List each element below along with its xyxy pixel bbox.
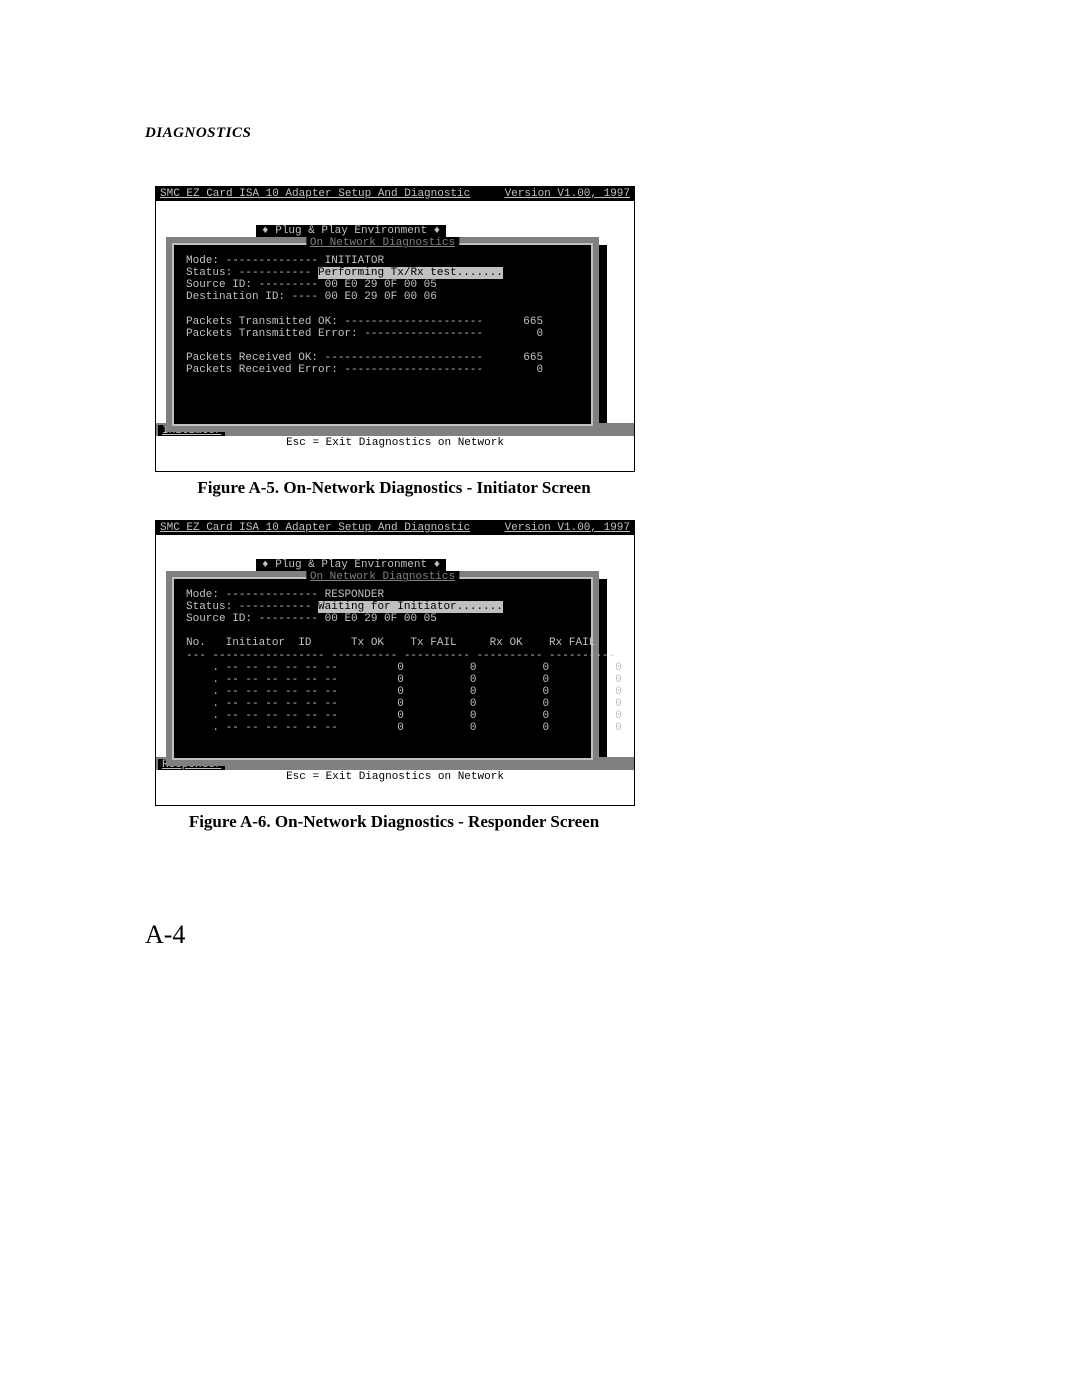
dest-id-label: Destination ID: ----: [186, 291, 318, 303]
mode-label: Mode: --------------: [186, 589, 318, 601]
diagnostics-panel: On Network Diagnostics Mode: -----------…: [172, 243, 593, 426]
mode-label: Mode: --------------: [186, 255, 318, 267]
panel-frame: On Network Diagnostics Mode: -----------…: [166, 571, 599, 766]
menu-tab[interactable]: ♦ Plug & Play Environment ♦: [256, 559, 446, 571]
tx-ok-label: Packets Transmitted OK: ----------------…: [186, 316, 483, 328]
app-body: ♦ Plug & Play Environment ♦ On Network D…: [156, 201, 634, 453]
app-titlebar: SMC EZ Card ISA 10 Adapter Setup And Dia…: [156, 521, 634, 535]
status-label: Status: -----------: [186, 267, 311, 279]
status-value: Performing Tx/Rx test.......: [318, 267, 503, 279]
panel-title: On Network Diagnostics: [306, 237, 459, 249]
app-version: Version V1.00, 1997: [505, 522, 630, 534]
status-label: Status: -----------: [186, 601, 311, 613]
app-body: ♦ Plug & Play Environment ♦ On Network D…: [156, 535, 634, 787]
mode-value: RESPONDER: [325, 589, 384, 601]
menu-tab-label: Plug & Play Environment: [275, 559, 427, 571]
table-row: . -- -- -- -- -- -- 0 0 0 0: [186, 686, 579, 698]
panel-title: On Network Diagnostics: [306, 571, 459, 583]
table-row: . -- -- -- -- -- -- 0 0 0 0: [186, 674, 579, 686]
panel-content: Mode: -------------- RESPONDER Status: -…: [174, 579, 591, 738]
rx-err-value: 0: [483, 364, 543, 376]
table-row: . -- -- -- -- -- -- 0 0 0 0: [186, 710, 579, 722]
panel-content: Mode: -------------- INITIATOR Status: -…: [174, 245, 591, 380]
figure-caption: Figure A-6. On-Network Diagnostics - Res…: [155, 812, 633, 832]
app-version: Version V1.00, 1997: [505, 188, 630, 200]
table-row: . -- -- -- -- -- -- 0 0 0 0: [186, 662, 579, 674]
panel-frame: On Network Diagnostics Mode: -----------…: [166, 237, 599, 432]
app-title: SMC EZ Card ISA 10 Adapter Setup And Dia…: [160, 522, 505, 534]
table-header: No. Initiator ID Tx OK Tx FAIL Rx OK Rx …: [186, 637, 579, 649]
diamond-icon: ♦: [434, 559, 441, 571]
figure-caption: Figure A-5. On-Network Diagnostics - Ini…: [155, 478, 633, 498]
diagnostics-panel: On Network Diagnostics Mode: -----------…: [172, 577, 593, 760]
tx-err-label: Packets Transmitted Error: -------------…: [186, 328, 483, 340]
source-id-value: 00 E0 29 0F 00 05: [325, 613, 437, 625]
table-separator: --- ----------------- ---------- -------…: [186, 650, 579, 662]
table-row: . -- -- -- -- -- -- 0 0 0 0: [186, 698, 579, 710]
rx-ok-value: 665: [483, 352, 543, 364]
dest-id-value: 00 E0 29 0F 00 06: [325, 291, 437, 303]
esc-hint: Esc = Exit Diagnostics on Network: [156, 436, 634, 453]
tx-ok-value: 665: [483, 316, 543, 328]
rx-err-label: Packets Received Error: ----------------…: [186, 364, 483, 376]
document-page: DIAGNOSTICS SMC EZ Card ISA 10 Adapter S…: [0, 0, 1080, 1397]
panel-shadow: [599, 245, 607, 440]
app-titlebar: SMC EZ Card ISA 10 Adapter Setup And Dia…: [156, 187, 634, 201]
section-header: DIAGNOSTICS: [145, 125, 251, 142]
esc-hint: Esc = Exit Diagnostics on Network: [156, 770, 634, 787]
mode-value: INITIATOR: [325, 255, 384, 267]
source-id-value: 00 E0 29 0F 00 05: [325, 279, 437, 291]
menu-tab-label: Plug & Play Environment: [275, 225, 427, 237]
status-value: Waiting for Initiator.......: [318, 601, 503, 613]
table-row: . -- -- -- -- -- -- 0 0 0 0: [186, 722, 579, 734]
diamond-icon: ♦: [434, 225, 441, 237]
responder-screenshot: SMC EZ Card ISA 10 Adapter Setup And Dia…: [155, 520, 635, 806]
diamond-icon: ♦: [262, 225, 269, 237]
page-number: A-4: [145, 920, 185, 950]
source-id-label: Source ID: ---------: [186, 613, 318, 625]
menu-tab[interactable]: ♦ Plug & Play Environment ♦: [256, 225, 446, 237]
app-title: SMC EZ Card ISA 10 Adapter Setup And Dia…: [160, 188, 505, 200]
tx-err-value: 0: [483, 328, 543, 340]
diamond-icon: ♦: [262, 559, 269, 571]
rx-ok-label: Packets Received OK: -------------------…: [186, 352, 483, 364]
initiator-screenshot: SMC EZ Card ISA 10 Adapter Setup And Dia…: [155, 186, 635, 472]
source-id-label: Source ID: ---------: [186, 279, 318, 291]
